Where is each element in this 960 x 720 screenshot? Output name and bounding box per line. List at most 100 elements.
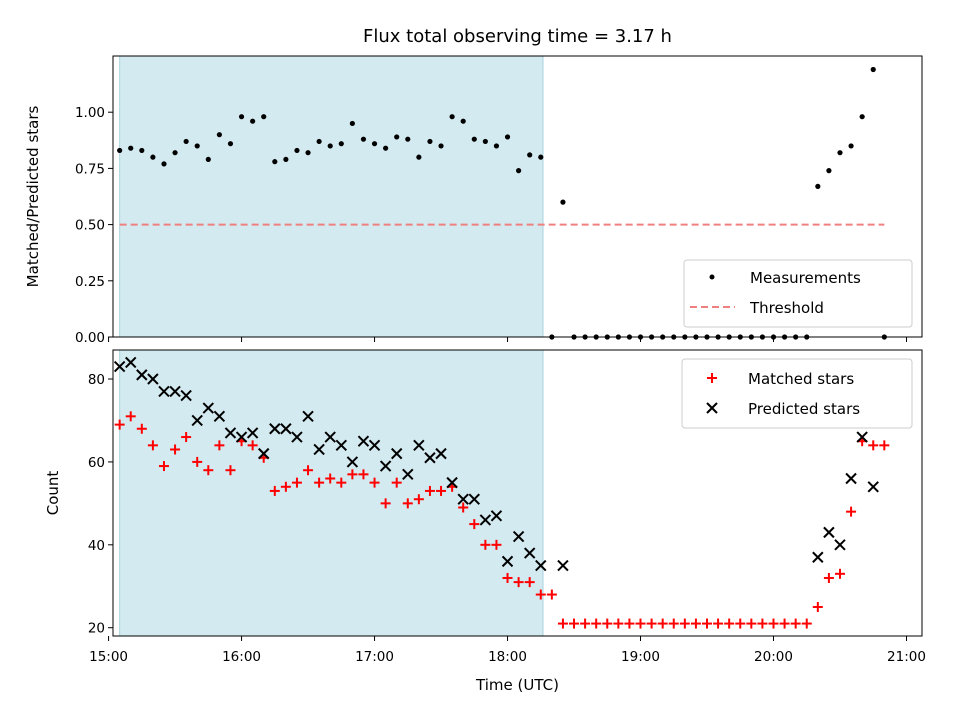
matched-star-point: [746, 618, 757, 629]
measurements-legend-label: Measurements: [750, 269, 861, 287]
x-tick-label: 17:00: [355, 649, 394, 665]
predicted-marker-b: [335, 439, 348, 452]
matched-star-point: [336, 477, 347, 488]
predicted-star-point: [501, 555, 514, 568]
count-panel: 20 40 60 80 15:00 16:00 17:00 18:00 19:00 20:00 2…: [44, 349, 926, 694]
count-legend: Matched stars Predicted stars: [681, 358, 913, 429]
count-y-ticks: 20 40 60 80: [88, 372, 113, 637]
y-tick-label: 0.50: [75, 218, 105, 234]
matched-star-point: [646, 618, 657, 629]
measurement-point: [194, 143, 200, 149]
predicted-marker-b: [523, 547, 536, 559]
predicted-star-point: [202, 402, 215, 414]
predicted-star-point: [280, 423, 292, 435]
measurement-point: [482, 138, 488, 145]
predicted-star-point: [180, 389, 192, 402]
predicted-marker-b: [125, 356, 137, 369]
observing-window-shade: [119, 55, 544, 338]
measurement-point: [338, 141, 344, 147]
measurement-point: [859, 114, 865, 120]
matched-star-point: [768, 618, 779, 629]
predicted-star-point: [435, 447, 447, 460]
matched-star-point: [325, 473, 336, 484]
predicted-legend-marker: [706, 402, 718, 414]
matched-star-point: [535, 589, 546, 600]
matched-star-point: [713, 618, 724, 629]
matched-star-point: [580, 618, 591, 629]
predicted-marker-b: [368, 439, 381, 452]
matched-star-point: [480, 539, 491, 550]
ratio-legend-box: [683, 259, 913, 328]
predicted-marker-b: [390, 447, 403, 460]
predicted-marker-b: [324, 431, 336, 443]
matched-star-point: [458, 502, 469, 513]
predicted-star-point: [535, 559, 547, 572]
matched-star-point: [181, 432, 192, 443]
predicted-star-point: [346, 456, 359, 468]
measurement-point: [815, 183, 821, 189]
predicted-star-point: [479, 514, 492, 526]
measurement-point: [527, 152, 533, 158]
matched-star-point: [369, 477, 380, 488]
matched-star-point: [203, 465, 214, 476]
predicted-marker-b: [313, 443, 325, 456]
ratio-plot-frame: [112, 55, 923, 338]
matched-star-point: [690, 618, 701, 629]
x-tick-label: 15:00: [89, 649, 128, 665]
measurement-point: [283, 156, 289, 163]
matched-star-point: [557, 618, 568, 629]
predicted-legend-label: Predicted stars: [748, 400, 860, 418]
measurement-point: [161, 161, 167, 167]
predicted-marker-b: [457, 493, 469, 505]
predicted-star-point: [357, 435, 370, 447]
predicted-marker-b: [246, 427, 259, 439]
matched-star-point: [702, 618, 713, 629]
matched-star-point: [158, 461, 169, 472]
matched-star-point: [834, 568, 845, 579]
predicted-marker-b: [424, 452, 436, 464]
predicted-star-point: [390, 447, 403, 460]
predicted-marker-b: [224, 427, 237, 439]
predicted-star-point: [512, 530, 525, 543]
matched-star-point: [247, 440, 258, 451]
predicted-star-point: [169, 385, 181, 398]
measurements-legend-marker: [709, 274, 715, 280]
matched-star-point: [358, 469, 369, 480]
predicted-marker-b: [557, 559, 569, 572]
matched-star-point: [225, 465, 236, 476]
predicted-marker-b: [213, 410, 226, 423]
predicted-marker-b: [501, 555, 514, 568]
matched-star-point: [879, 440, 890, 451]
predicted-marker-b: [446, 476, 458, 489]
predicted-marker-b: [490, 510, 503, 522]
matched-star-point: [413, 494, 424, 505]
measurement-point: [438, 143, 444, 149]
measurement-point: [870, 66, 876, 73]
measurement-point: [371, 141, 378, 147]
y-tick-label: 40: [88, 538, 105, 554]
matched-star-point: [657, 618, 668, 629]
predicted-star-point: [523, 547, 536, 559]
predicted-marker-b: [823, 526, 835, 539]
measurement-point: [471, 136, 477, 142]
matched-star-point: [314, 477, 325, 488]
matched-star-point: [192, 456, 203, 467]
measurement-point: [216, 132, 222, 138]
predicted-star-point: [258, 447, 270, 460]
matched-star-point: [668, 618, 679, 629]
y-tick-label: 60: [88, 455, 105, 471]
predicted-star-point: [246, 427, 259, 439]
matched-star-point: [546, 589, 557, 600]
matched-star-point: [291, 477, 302, 488]
measurement-point: [250, 118, 256, 124]
predicted-marker-b: [379, 460, 392, 472]
x-tick-label: 19:00: [621, 649, 660, 665]
measurement-point: [261, 114, 267, 120]
measurement-point: [150, 154, 156, 160]
predicted-star-point: [235, 431, 248, 443]
predicted-star-point: [313, 443, 325, 456]
count-plot-frame: [112, 349, 923, 637]
measurement-point: [294, 147, 300, 154]
matched-star-point: [801, 618, 812, 629]
predicted-star-point: [823, 526, 835, 539]
